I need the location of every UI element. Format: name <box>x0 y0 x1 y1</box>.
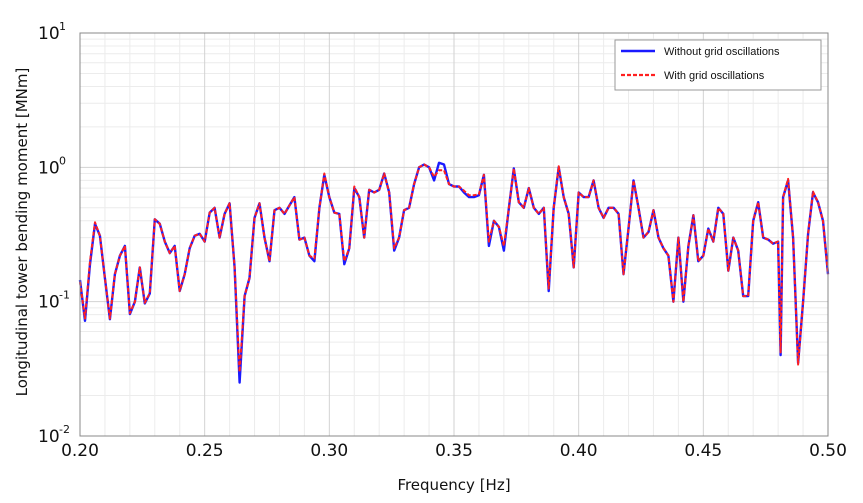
y-tick-exponent: -1 <box>59 289 70 302</box>
series-line-with-grid-oscillations <box>79 163 829 373</box>
legend-box <box>614 39 822 91</box>
x-tick-label: 0.35 <box>435 441 473 461</box>
y-tick-exponent: -2 <box>59 423 70 436</box>
x-tick-label: 0.30 <box>310 441 348 461</box>
legend-label-without-grid-oscillations: Without grid oscillations <box>664 46 780 58</box>
x-axis-label: Frequency [Hz] <box>397 476 510 494</box>
x-tick-label: 0.20 <box>61 441 99 461</box>
legend: Without grid oscillations With grid osci… <box>614 39 822 91</box>
y-tick-base: 10 <box>38 427 60 447</box>
plot-frame <box>79 32 829 437</box>
x-tick-label: 0.50 <box>809 441 847 461</box>
y-tick-label: 10 1 <box>38 20 66 44</box>
legend-label-with-grid-oscillations: With grid oscillations <box>664 70 765 82</box>
y-tick-label: 10 -2 <box>38 423 70 447</box>
major-grid <box>80 33 828 436</box>
x-tick-label: 0.25 <box>186 441 224 461</box>
x-tick-label: 0.40 <box>560 441 598 461</box>
y-tick-base: 10 <box>38 293 60 313</box>
y-tick-base: 10 <box>38 158 60 178</box>
y-axis-label: Longitudinal tower bending moment [MNm] <box>13 68 31 397</box>
y-tick-label: 10 -1 <box>38 289 70 313</box>
y-tick-label: 10 0 <box>38 154 66 178</box>
x-tick-labels: 0.20 0.25 0.30 0.35 0.40 0.45 0.50 <box>61 441 847 461</box>
series-layer <box>78 161 830 384</box>
x-tick-label: 0.45 <box>684 441 722 461</box>
y-tick-base: 10 <box>38 24 60 44</box>
y-tick-exponent: 1 <box>59 20 66 33</box>
y-tick-exponent: 0 <box>59 154 66 167</box>
